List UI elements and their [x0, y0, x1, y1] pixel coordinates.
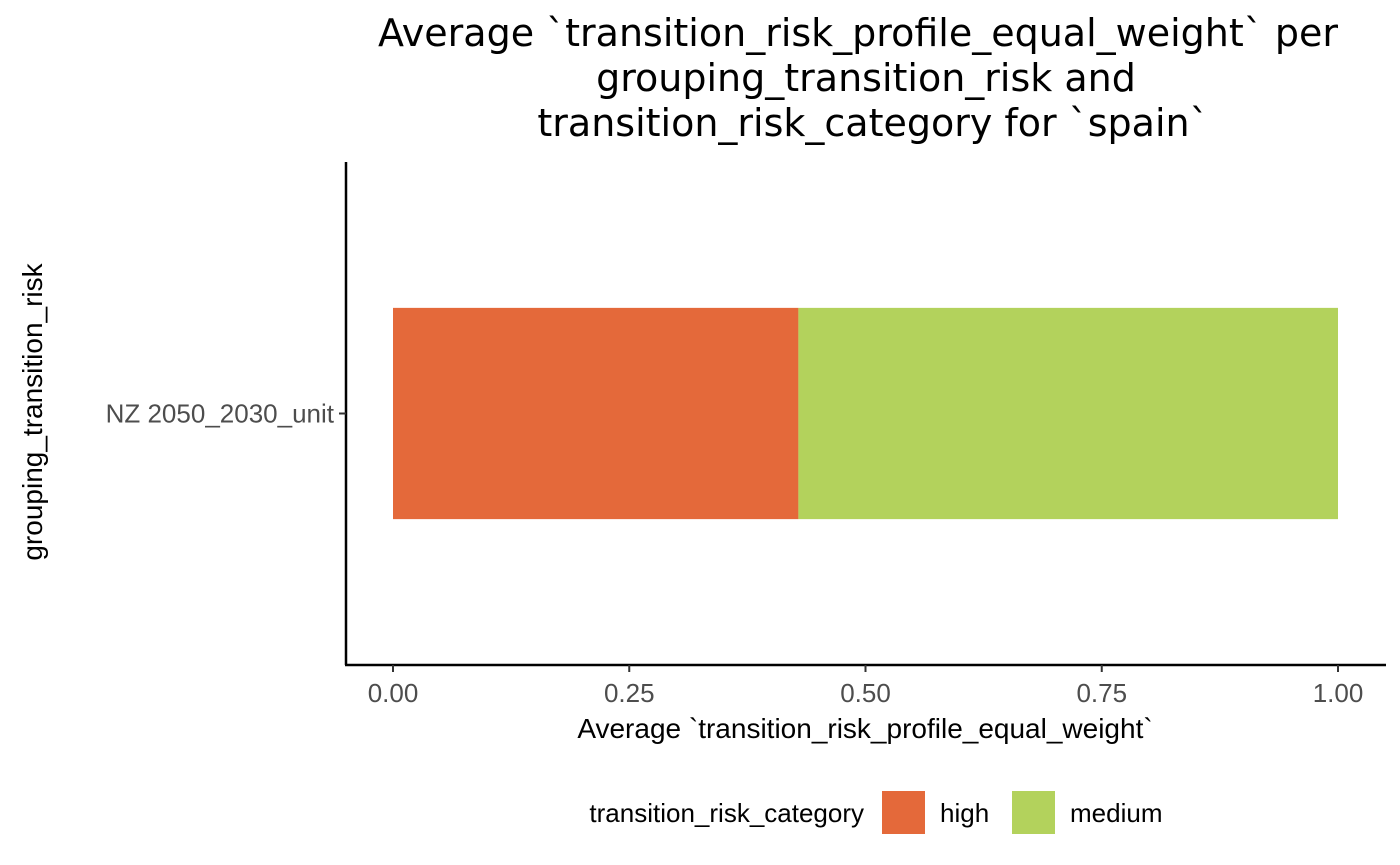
- y-axis-ticks: NZ 2050_2030_unit: [106, 399, 346, 429]
- x-tick-label: 0.50: [840, 678, 891, 708]
- x-axis-ticks: 0.00 0.25 0.50 0.75 1.00: [368, 665, 1364, 708]
- x-tick-label: 0.75: [1076, 678, 1127, 708]
- y-axis-title: grouping_transition_risk: [17, 262, 48, 560]
- x-axis-title: Average `transition_risk_profile_equal_w…: [577, 713, 1152, 744]
- bar-medium: [798, 307, 1338, 520]
- legend: transition_risk_category high medium: [589, 791, 1162, 834]
- chart-title-line-2: grouping_transition_risk and: [596, 56, 1136, 100]
- chart-title: Average `transition_risk_profile_equal_w…: [378, 11, 1338, 145]
- chart-title-line-3: transition_risk_category for `spain`: [537, 101, 1208, 145]
- y-tick-label: NZ 2050_2030_unit: [106, 399, 335, 429]
- legend-key-medium: [1012, 791, 1055, 834]
- legend-key-high: [882, 791, 925, 834]
- x-tick-label: 1.00: [1313, 678, 1364, 708]
- bar-layer: [393, 307, 1338, 520]
- bar-high: [393, 307, 799, 520]
- x-tick-label: 0.25: [604, 678, 655, 708]
- legend-label-medium: medium: [1070, 798, 1162, 828]
- legend-title: transition_risk_category: [589, 798, 864, 828]
- legend-label-high: high: [940, 798, 989, 828]
- legend-items: high medium: [882, 791, 1162, 834]
- chart-title-line-1: Average `transition_risk_profile_equal_w…: [378, 11, 1338, 55]
- x-tick-label: 0.00: [368, 678, 419, 708]
